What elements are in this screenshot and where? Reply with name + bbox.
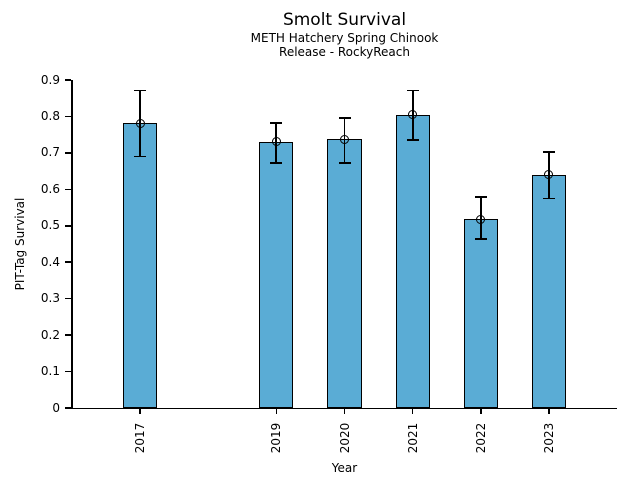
error-cap-bottom <box>474 237 487 240</box>
point-marker <box>271 137 281 147</box>
y-tick-label: 0.4 <box>40 254 60 269</box>
bar <box>123 123 158 408</box>
y-tick <box>65 225 71 227</box>
y-tick <box>65 370 71 373</box>
y-tick-label: 0.7 <box>40 145 60 160</box>
y-tick <box>65 115 71 118</box>
y-tick <box>65 152 71 154</box>
error-cap-bottom <box>542 197 555 200</box>
x-tick-label: 2023 <box>541 422 556 454</box>
y-tick-label: 0.5 <box>40 218 60 233</box>
point-marker <box>340 134 349 144</box>
error-cap-top <box>542 151 555 154</box>
y-tick-label: 0.9 <box>40 72 60 87</box>
x-axis-line <box>65 407 617 409</box>
y-tick <box>65 188 71 191</box>
error-cap-top <box>474 196 487 199</box>
y-tick-label: 0.8 <box>40 108 60 123</box>
x-tick-label: 2020 <box>337 422 352 454</box>
error-cap-top <box>406 89 419 92</box>
x-tick <box>411 408 414 414</box>
y-tick-label: 0.6 <box>40 181 60 196</box>
y-tick-label: 0.2 <box>40 327 60 342</box>
bar <box>531 174 566 408</box>
chart-subtitle-line-2: Release - RockyReach <box>279 45 410 59</box>
point-marker <box>408 110 418 120</box>
chart-title: Smolt Survival <box>282 10 407 30</box>
x-tick <box>275 408 278 414</box>
x-tick-label: 2021 <box>405 422 420 454</box>
bar <box>327 139 362 408</box>
x-tick-label: 2019 <box>269 422 284 454</box>
x-tick-label: 2017 <box>133 422 148 454</box>
chart-subtitle-line-1: METH Hatchery Spring Chinook <box>250 31 439 45</box>
x-tick <box>343 408 346 414</box>
error-cap-bottom <box>270 161 283 164</box>
bar <box>395 114 430 408</box>
y-axis-line <box>71 80 73 409</box>
error-cap-bottom <box>406 139 419 142</box>
y-tick <box>65 261 71 263</box>
y-tick-label: 0.1 <box>40 364 60 379</box>
point-marker <box>135 118 145 128</box>
title-block: Smolt Survival METH Hatchery Spring Chin… <box>72 10 617 59</box>
y-axis-label: PIT-Tag Survival <box>13 197 27 291</box>
error-cap-top <box>270 121 283 124</box>
point-marker <box>544 170 554 180</box>
y-tick-label: 0.3 <box>40 291 60 306</box>
bar <box>463 219 498 408</box>
y-tick-label: 0 <box>52 400 60 415</box>
x-tick <box>548 408 550 414</box>
error-cap-top <box>134 89 147 92</box>
error-cap-top <box>338 117 351 120</box>
x-tick <box>139 408 141 414</box>
y-tick <box>65 79 71 81</box>
y-tick <box>65 407 71 409</box>
y-tick <box>65 297 71 300</box>
point-marker <box>476 214 486 224</box>
error-cap-bottom <box>338 162 351 164</box>
error-cap-bottom <box>134 155 147 158</box>
bar <box>259 141 294 408</box>
x-axis-label: Year <box>331 461 358 475</box>
x-tick-label: 2022 <box>473 422 488 454</box>
y-tick <box>65 334 71 336</box>
x-tick <box>480 408 482 414</box>
plot-area: 0 0.1 0.2 0.3 0.4 0.5 0.6 0.7 0.8 0.9 2017 2019 202… <box>41 73 617 453</box>
